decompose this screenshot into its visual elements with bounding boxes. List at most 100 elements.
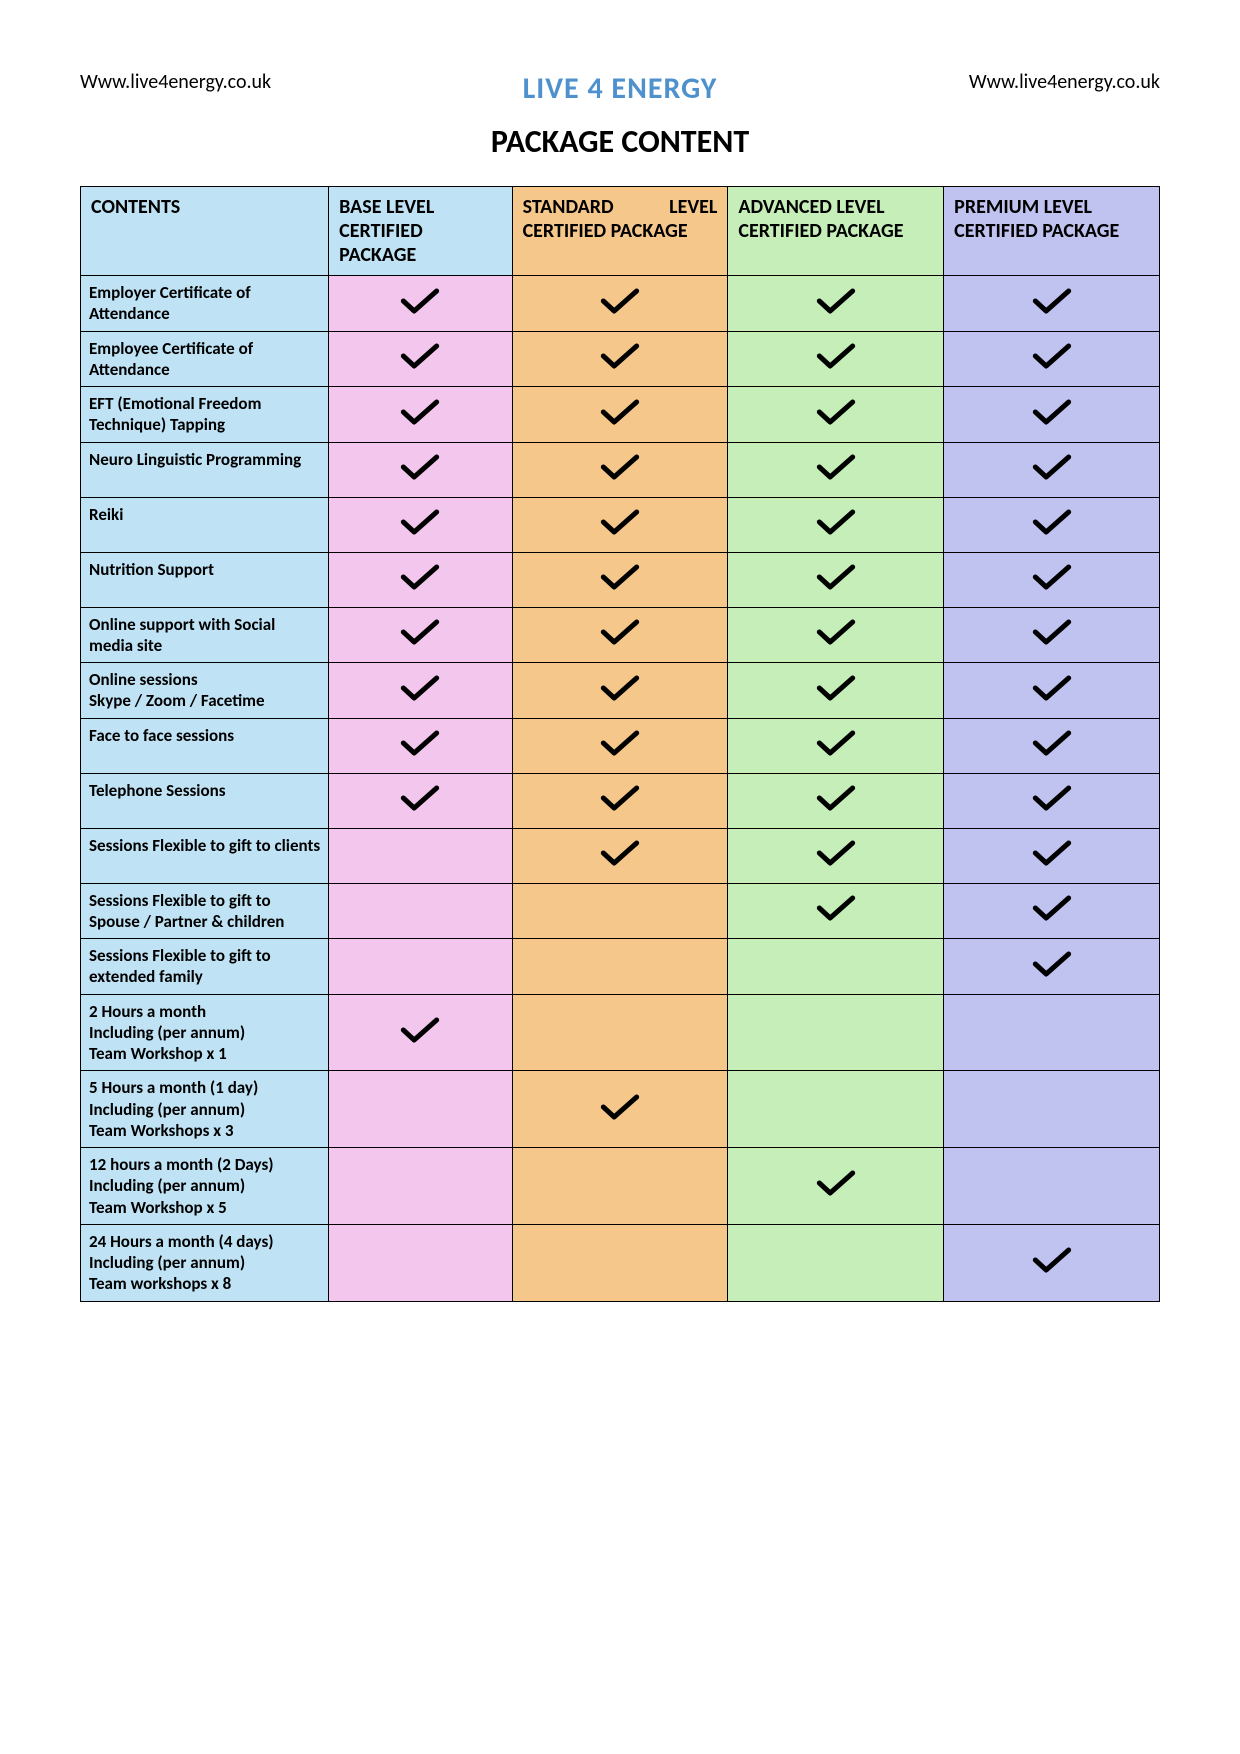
check-icon — [600, 783, 640, 818]
table-cell — [944, 442, 1160, 497]
table-cell — [512, 994, 728, 1071]
table-row: Nutrition Support — [81, 552, 1160, 607]
table-row: Telephone Sessions — [81, 773, 1160, 828]
table-cell — [512, 1148, 728, 1225]
row-label: 2 Hours a monthIncluding (per annum)Team… — [81, 994, 329, 1071]
table-cell — [512, 718, 728, 773]
row-label: 24 Hours a month (4 days)Including (per … — [81, 1224, 329, 1301]
table-cell — [728, 663, 944, 719]
check-icon — [1032, 783, 1072, 818]
check-icon — [600, 673, 640, 708]
table-cell — [512, 773, 728, 828]
check-icon — [816, 1168, 856, 1203]
table-row: Employee Certificate of Attendance — [81, 331, 1160, 387]
check-icon — [816, 452, 856, 487]
row-label: 12 hours a month (2 Days)Including (per … — [81, 1148, 329, 1225]
table-cell — [329, 939, 512, 995]
table-row: Neuro Linguistic Programming — [81, 442, 1160, 497]
row-label: Nutrition Support — [81, 552, 329, 607]
row-label: Online sessionsSkype / Zoom / Facetime — [81, 663, 329, 719]
table-cell — [728, 331, 944, 387]
check-icon — [816, 838, 856, 873]
check-icon — [1032, 1245, 1072, 1280]
table-cell — [329, 994, 512, 1071]
check-icon — [400, 617, 440, 652]
table-row: Sessions Flexible to gift to extended fa… — [81, 939, 1160, 995]
check-icon — [816, 673, 856, 708]
table-cell — [728, 276, 944, 332]
table-cell — [329, 773, 512, 828]
table-head: CONTENTSBASE LEVEL CERTIFIED PACKAGESTAN… — [81, 187, 1160, 276]
column-header: PREMIUM LEVEL CERTIFIED PACKAGE — [944, 187, 1160, 276]
table-cell — [728, 552, 944, 607]
check-icon — [1032, 562, 1072, 597]
table-cell — [512, 331, 728, 387]
table-body: Employer Certificate of AttendanceEmploy… — [81, 276, 1160, 1302]
check-icon — [400, 728, 440, 763]
table-cell — [944, 552, 1160, 607]
check-icon — [600, 341, 640, 376]
table-cell — [944, 663, 1160, 719]
check-icon — [400, 341, 440, 376]
table-cell — [944, 497, 1160, 552]
table-cell — [944, 387, 1160, 443]
table-row: Employer Certificate of Attendance — [81, 276, 1160, 332]
table-cell — [329, 442, 512, 497]
table-cell — [512, 387, 728, 443]
brand-title: LIVE 4 ENERGY — [523, 70, 718, 107]
table-cell — [329, 828, 512, 883]
row-label: Sessions Flexible to gift to clients — [81, 828, 329, 883]
table-cell — [944, 718, 1160, 773]
table-row: 5 Hours a month (1 day)Including (per an… — [81, 1071, 1160, 1148]
row-label: Employee Certificate of Attendance — [81, 331, 329, 387]
table-row: Online support with Social media site — [81, 607, 1160, 663]
table-cell — [512, 663, 728, 719]
check-icon — [600, 1092, 640, 1127]
check-icon — [400, 1015, 440, 1050]
check-icon — [1032, 949, 1072, 984]
table-cell — [329, 276, 512, 332]
table-cell — [512, 1224, 728, 1301]
table-cell — [728, 1224, 944, 1301]
check-icon — [816, 286, 856, 321]
row-label: Neuro Linguistic Programming — [81, 442, 329, 497]
table-cell — [944, 1071, 1160, 1148]
check-icon — [816, 728, 856, 763]
column-header: STANDARD LEVEL CERTIFIED PACKAGE — [512, 187, 728, 276]
table-cell — [512, 1071, 728, 1148]
check-icon — [1032, 452, 1072, 487]
check-icon — [400, 452, 440, 487]
check-icon — [1032, 507, 1072, 542]
table-cell — [512, 939, 728, 995]
table-row: Sessions Flexible to gift to Spouse / Pa… — [81, 883, 1160, 939]
table-cell — [728, 828, 944, 883]
check-icon — [1032, 728, 1072, 763]
table-cell — [512, 497, 728, 552]
table-cell — [329, 497, 512, 552]
table-row: 2 Hours a monthIncluding (per annum)Team… — [81, 994, 1160, 1071]
table-cell — [944, 883, 1160, 939]
table-cell — [329, 718, 512, 773]
check-icon — [600, 562, 640, 597]
check-icon — [816, 397, 856, 432]
table-row: 24 Hours a month (4 days)Including (per … — [81, 1224, 1160, 1301]
table-cell — [512, 552, 728, 607]
check-icon — [816, 783, 856, 818]
table-cell — [728, 442, 944, 497]
table-cell — [944, 1148, 1160, 1225]
table-cell — [329, 331, 512, 387]
row-label: Online support with Social media site — [81, 607, 329, 663]
package-table: CONTENTSBASE LEVEL CERTIFIED PACKAGESTAN… — [80, 186, 1160, 1302]
check-icon — [816, 341, 856, 376]
row-label: Telephone Sessions — [81, 773, 329, 828]
row-label: Employer Certificate of Attendance — [81, 276, 329, 332]
check-icon — [1032, 838, 1072, 873]
page: Www.live4energy.co.uk LIVE 4 ENERGY Www.… — [0, 0, 1240, 1754]
table-row: Online sessionsSkype / Zoom / Facetime — [81, 663, 1160, 719]
table-cell — [944, 828, 1160, 883]
check-icon — [400, 397, 440, 432]
column-header: ADVANCED LEVELCERTIFIED PACKAGE — [728, 187, 944, 276]
table-cell — [944, 276, 1160, 332]
check-icon — [400, 673, 440, 708]
check-icon — [816, 893, 856, 928]
